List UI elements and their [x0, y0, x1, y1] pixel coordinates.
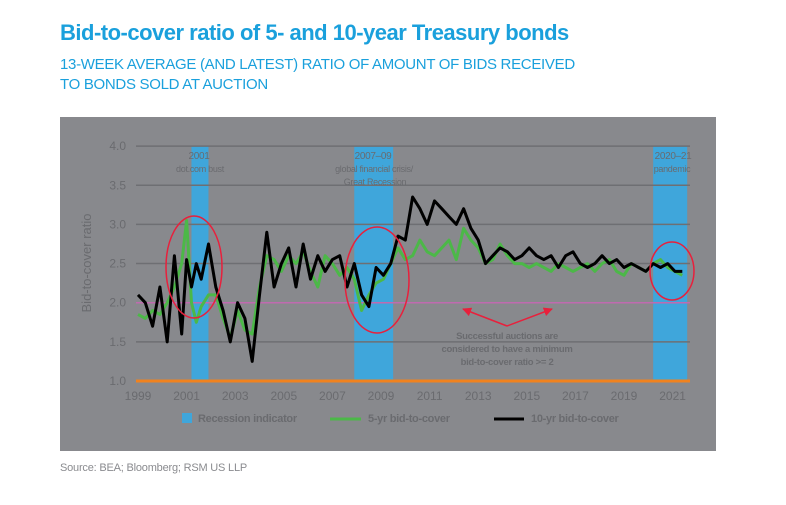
x-tick-label: 2005: [270, 389, 297, 403]
y-axis-label: Bid-to-cover ratio: [79, 214, 94, 313]
y-tick-label: 2.0: [109, 296, 126, 310]
arrow-left-icon: [462, 307, 508, 327]
x-tick-label: 2007: [319, 389, 346, 403]
threshold-note-line-3: bid-to-cover ratio >= 2: [461, 357, 554, 368]
threshold-note-line-2: considered to have a minimum: [442, 344, 573, 355]
threshold-note-line-1: Successful auctions are: [456, 331, 558, 342]
series-10yr-line: [136, 195, 683, 363]
annotation-2008-line-3: Great Recession: [344, 177, 407, 187]
legend: Recession indicator 5-yr bid-to-cover 10…: [182, 413, 620, 425]
legend-recession-label: Recession indicator: [198, 413, 298, 425]
legend-recession-swatch: [182, 413, 192, 423]
highlight-ellipse-2001: [165, 215, 223, 319]
threshold-arrows: [462, 307, 553, 327]
subtitle-line-2: TO BONDS SOLD AT AUCTION: [60, 76, 268, 93]
gridlines: [136, 145, 690, 343]
annotation-2001-line-2: dot.com bust: [176, 164, 225, 174]
legend-5yr-label: 5-yr bid-to-cover: [368, 413, 451, 425]
y-tick-label: 1.0: [109, 374, 126, 388]
y-tick-label: 4.0: [109, 139, 126, 153]
chart-subtitle: 13-WEEK AVERAGE (AND LATEST) RATIO OF AM…: [60, 55, 700, 95]
x-tick-label: 2001: [173, 389, 200, 403]
y-tick-label: 2.5: [109, 257, 126, 271]
arrow-right-icon: [506, 307, 553, 327]
y-axis-ticks: 1.0 1.5 2.0 2.5 3.0 3.5 4.0: [109, 139, 126, 388]
x-tick-label: 2003: [222, 389, 249, 403]
annotation-2020-line-2: pandemic: [654, 164, 691, 174]
x-tick-label: 2021: [659, 389, 686, 403]
x-tick-label: 2015: [513, 389, 540, 403]
highlight-ellipse-2008: [344, 226, 410, 334]
x-tick-label: 1999: [125, 389, 152, 403]
annotation-2008-line-2: global financial crisis/: [335, 164, 414, 174]
subtitle-line-1: 13-WEEK AVERAGE (AND LATEST) RATIO OF AM…: [60, 56, 575, 73]
legend-10yr-label: 10-yr bid-to-cover: [531, 413, 620, 425]
x-tick-label: 2009: [368, 389, 395, 403]
annotation-2008-line-1: 2007–09: [355, 151, 393, 162]
highlight-ellipse-2020: [649, 241, 695, 301]
y-tick-label: 1.5: [109, 335, 126, 349]
x-tick-label: 2017: [562, 389, 589, 403]
x-tick-label: 2019: [611, 389, 638, 403]
annotation-2001-line-1: 2001: [188, 151, 210, 162]
x-tick-label: 2013: [465, 389, 492, 403]
y-tick-label: 3.5: [109, 178, 126, 192]
annotation-2020-line-1: 2020–21: [655, 151, 693, 162]
chart-title: Bid-to-cover ratio of 5- and 10-year Tre…: [60, 20, 569, 45]
series-5yr-line: [137, 219, 684, 340]
x-tick-label: 2011: [417, 389, 443, 403]
x-axis-ticks: 1999 2001 2003 2005 2007 2009 2011 2013 2015 2017…: [125, 389, 687, 403]
source-note: Source: BEA; Bloomberg; RSM US LLP: [60, 462, 248, 474]
y-tick-label: 3.0: [109, 217, 126, 231]
